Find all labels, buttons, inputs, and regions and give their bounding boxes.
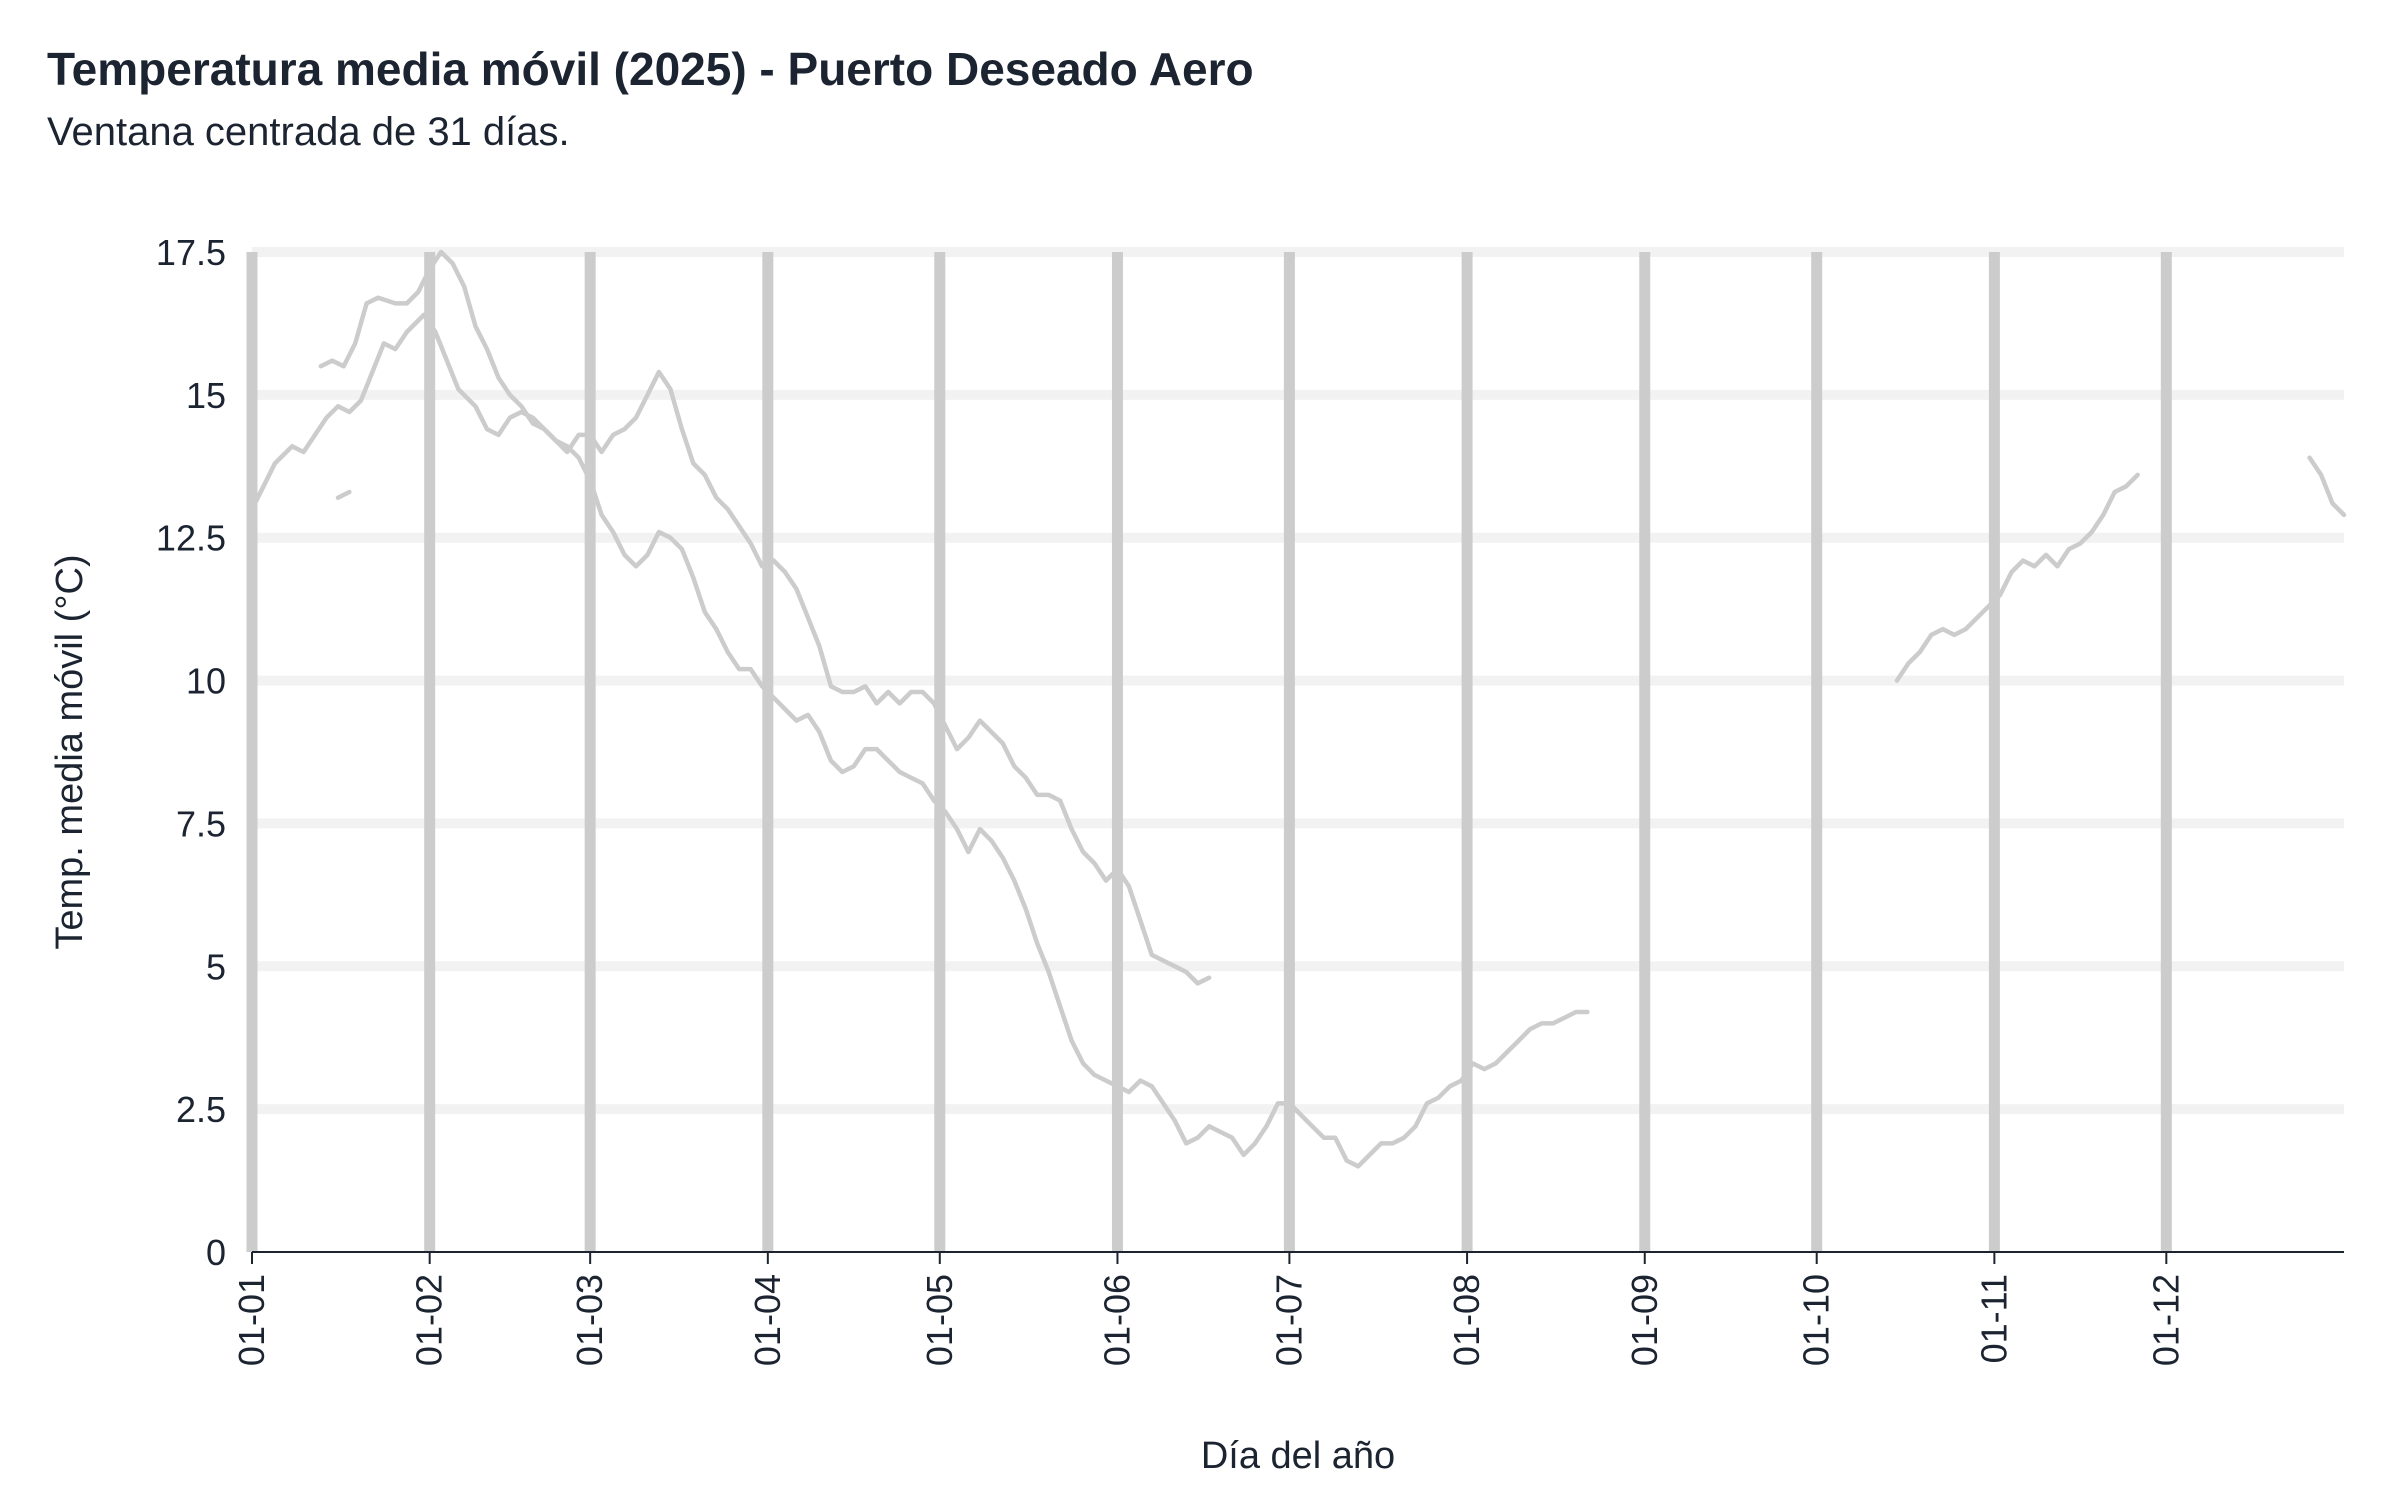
chart-title: Temperatura media móvil (2025) - Puerto … xyxy=(47,43,1254,95)
y-tick-label: 10 xyxy=(186,661,226,702)
series-line xyxy=(2307,455,2347,518)
y-tick-label: 7.5 xyxy=(176,803,226,844)
y-tick-label: 2.5 xyxy=(176,1089,226,1130)
x-tick-label: 01-02 xyxy=(409,1274,450,1366)
y-tick-label: 15 xyxy=(186,375,226,416)
y-tick-label: 17.5 xyxy=(156,232,226,273)
series-line xyxy=(318,249,1590,1169)
x-tick-label: 01-08 xyxy=(1446,1274,1487,1366)
grid-lines xyxy=(252,247,2344,1115)
x-tick-label: 01-04 xyxy=(747,1274,788,1366)
series-line xyxy=(1894,472,2140,683)
y-axis-title: Temp. media móvil (°C) xyxy=(49,554,91,949)
month-marker-bars xyxy=(246,252,2172,1252)
chart-subtitle: Ventana centrada de 31 días. xyxy=(47,110,570,154)
x-tick-label: 01-05 xyxy=(919,1274,960,1366)
axes: 0 2.5 5 7.5 10 12.5 15 17.5 01-01 01-02 01-03 01-04… xyxy=(156,232,2344,1366)
series-line xyxy=(249,312,1212,986)
x-tick-label: 01-12 xyxy=(2145,1274,2186,1366)
y-tick-label: 0 xyxy=(206,1232,226,1273)
y-tick-label: 5 xyxy=(206,946,226,987)
x-tick-label: 01-01 xyxy=(231,1274,272,1366)
series-line xyxy=(335,489,352,500)
series-lines xyxy=(249,249,2347,1169)
x-tick-label: 01-06 xyxy=(1096,1274,1137,1366)
x-tick-label: 01-09 xyxy=(1624,1274,1665,1366)
x-tick-label: 01-11 xyxy=(1973,1274,2014,1363)
y-tick-label: 12.5 xyxy=(156,518,226,559)
x-tick-label: 01-07 xyxy=(1268,1274,1309,1366)
x-tick-label: 01-10 xyxy=(1796,1274,1837,1366)
x-tick-label: 01-03 xyxy=(569,1274,610,1366)
x-axis-title: Día del año xyxy=(1201,1435,1395,1477)
